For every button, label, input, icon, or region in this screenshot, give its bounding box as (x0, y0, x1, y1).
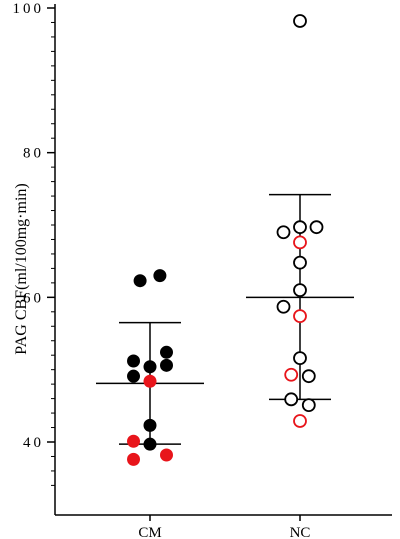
x-tick-label: CM (138, 525, 161, 539)
data-point-nc (301, 398, 316, 413)
data-point-nc (276, 299, 291, 314)
x-tick-label: NC (290, 525, 311, 539)
data-point-nc (293, 309, 307, 324)
y-tick-label: 40 (23, 435, 44, 451)
data-point-nc (276, 225, 291, 240)
x-axis: CM NC (55, 514, 392, 539)
data-point-cm (143, 418, 157, 432)
data-point-cm (160, 358, 173, 372)
data-point-nc (293, 414, 307, 428)
data-points (127, 14, 324, 466)
data-point-cm (133, 274, 147, 288)
data-point-cm (143, 374, 157, 388)
data-point-nc (293, 351, 307, 365)
data-point-cm (127, 369, 140, 383)
y-axis: 40 60 80 100 (13, 1, 56, 515)
data-point-nc (284, 392, 299, 407)
data-point-nc (293, 14, 307, 28)
data-point-nc (293, 255, 307, 270)
y-tick-label: 60 (23, 290, 44, 306)
data-point-nc (309, 220, 324, 235)
data-point-nc (293, 220, 307, 235)
data-point-nc (293, 235, 307, 250)
data-point-cm (143, 437, 157, 451)
y-axis-title: PAG CBF(ml/100mg·min) (13, 183, 30, 354)
data-point-cm (160, 345, 173, 359)
data-point-cm (127, 354, 140, 368)
y-tick-label: 80 (23, 146, 44, 162)
data-point-nc (284, 367, 299, 382)
data-point-nc (293, 283, 307, 298)
data-point-cm (143, 360, 157, 374)
y-tick-label: 100 (13, 1, 45, 17)
data-point-cm (153, 269, 167, 283)
data-point-cm (127, 434, 140, 448)
data-point-cm (160, 448, 173, 462)
data-point-cm (127, 452, 140, 466)
data-point-nc (301, 369, 316, 384)
